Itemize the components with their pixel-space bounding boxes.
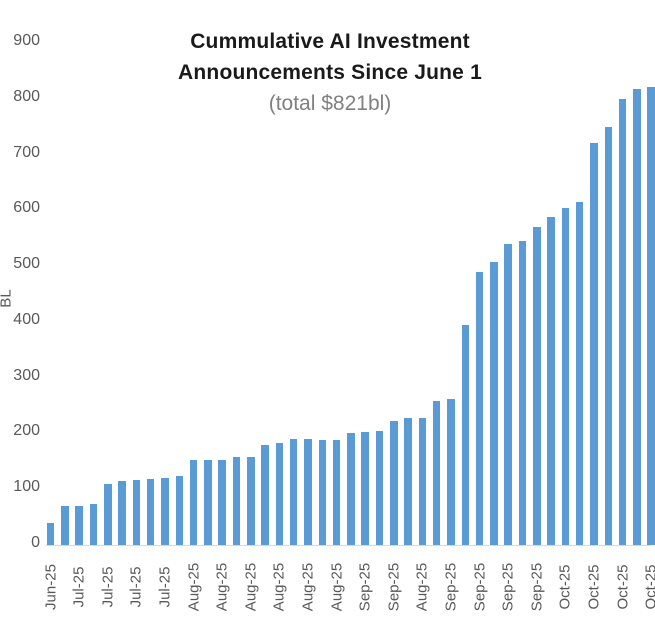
bar bbox=[390, 420, 398, 545]
bar bbox=[575, 201, 584, 545]
bar bbox=[89, 504, 98, 545]
x-tick-label: Sep-25 bbox=[528, 562, 546, 612]
y-tick-label: 400 bbox=[13, 310, 40, 328]
x-tick-label: Jul-25 bbox=[70, 566, 88, 608]
x-tick-label: Sep-25 bbox=[356, 562, 374, 612]
x-tick-label: Aug-25 bbox=[328, 562, 346, 612]
y-tick-label: 700 bbox=[13, 143, 40, 161]
bar bbox=[561, 207, 570, 545]
x-tick-label: Oct-25 bbox=[556, 564, 574, 610]
x-tick-label: Aug-25 bbox=[185, 562, 203, 612]
bar bbox=[504, 243, 512, 545]
bar bbox=[232, 457, 241, 545]
chart-title-line-2: Announcements Since June 1 bbox=[178, 61, 482, 84]
y-tick-label: 100 bbox=[13, 478, 40, 496]
bar bbox=[461, 324, 470, 545]
bar bbox=[447, 398, 455, 545]
bar bbox=[633, 88, 641, 545]
x-tick-label: Oct-25 bbox=[642, 564, 655, 610]
bar bbox=[361, 432, 369, 545]
x-tick-label: Jul-25 bbox=[127, 566, 145, 608]
bar bbox=[75, 505, 83, 545]
chart-title-line-1: Cummulative AI Investment bbox=[190, 30, 470, 53]
bar bbox=[590, 143, 598, 545]
bar bbox=[161, 477, 169, 545]
bar bbox=[318, 439, 327, 545]
bar bbox=[304, 439, 312, 545]
bar bbox=[475, 271, 484, 545]
bar bbox=[432, 401, 441, 545]
bar bbox=[547, 217, 555, 545]
bar bbox=[375, 431, 384, 545]
bar bbox=[175, 476, 184, 545]
x-tick-label: Sep-25 bbox=[442, 562, 460, 612]
y-tick-label: 900 bbox=[13, 32, 40, 49]
x-tick-label: Aug-25 bbox=[213, 562, 231, 612]
x-tick-label: Aug-25 bbox=[413, 562, 431, 612]
y-tick-label: 500 bbox=[13, 255, 40, 273]
bar bbox=[218, 459, 226, 545]
x-tick-label: Aug-25 bbox=[270, 562, 288, 612]
x-tick-label: Jul-25 bbox=[156, 566, 174, 608]
bar bbox=[618, 98, 627, 545]
bar bbox=[647, 87, 655, 545]
bar bbox=[490, 262, 498, 545]
y-tick-label: 300 bbox=[13, 366, 40, 384]
bar bbox=[418, 417, 427, 545]
x-tick-label: Aug-25 bbox=[242, 562, 260, 612]
x-tick-label: Jun-25 bbox=[42, 564, 60, 610]
x-tick-label: Sep-25 bbox=[471, 562, 489, 612]
x-axis-line bbox=[46, 545, 651, 546]
x-tick-label: Jul-25 bbox=[99, 566, 117, 608]
bar bbox=[46, 522, 55, 545]
y-tick-label: 200 bbox=[13, 422, 40, 440]
bar bbox=[332, 439, 341, 545]
bar bbox=[261, 444, 269, 545]
bar bbox=[204, 460, 212, 545]
chart-title-block: Cummulative AI Investment Announcements … bbox=[110, 26, 550, 119]
y-tick-label: 600 bbox=[13, 199, 40, 217]
bar bbox=[104, 483, 112, 545]
bar bbox=[518, 241, 527, 545]
bar bbox=[604, 126, 613, 545]
bar bbox=[275, 443, 284, 545]
bar bbox=[404, 418, 412, 545]
bar bbox=[533, 227, 541, 545]
bar bbox=[146, 478, 155, 545]
bar bbox=[61, 505, 69, 545]
x-tick-label: Aug-25 bbox=[299, 562, 317, 612]
bar bbox=[247, 456, 255, 545]
x-tick-label: Oct-25 bbox=[614, 564, 632, 610]
x-tick-label: Oct-25 bbox=[585, 564, 603, 610]
bar bbox=[347, 433, 355, 545]
bar bbox=[132, 479, 141, 545]
y-tick-label: 800 bbox=[13, 87, 40, 105]
bar bbox=[189, 460, 198, 545]
bar bbox=[289, 439, 298, 545]
bar bbox=[118, 480, 126, 545]
y-tick-label: 0 bbox=[31, 534, 40, 551]
chart-subtitle: (total $821bl) bbox=[268, 92, 392, 115]
x-tick-label: Sep-25 bbox=[385, 562, 403, 612]
x-tick-label: Sep-25 bbox=[499, 562, 517, 612]
